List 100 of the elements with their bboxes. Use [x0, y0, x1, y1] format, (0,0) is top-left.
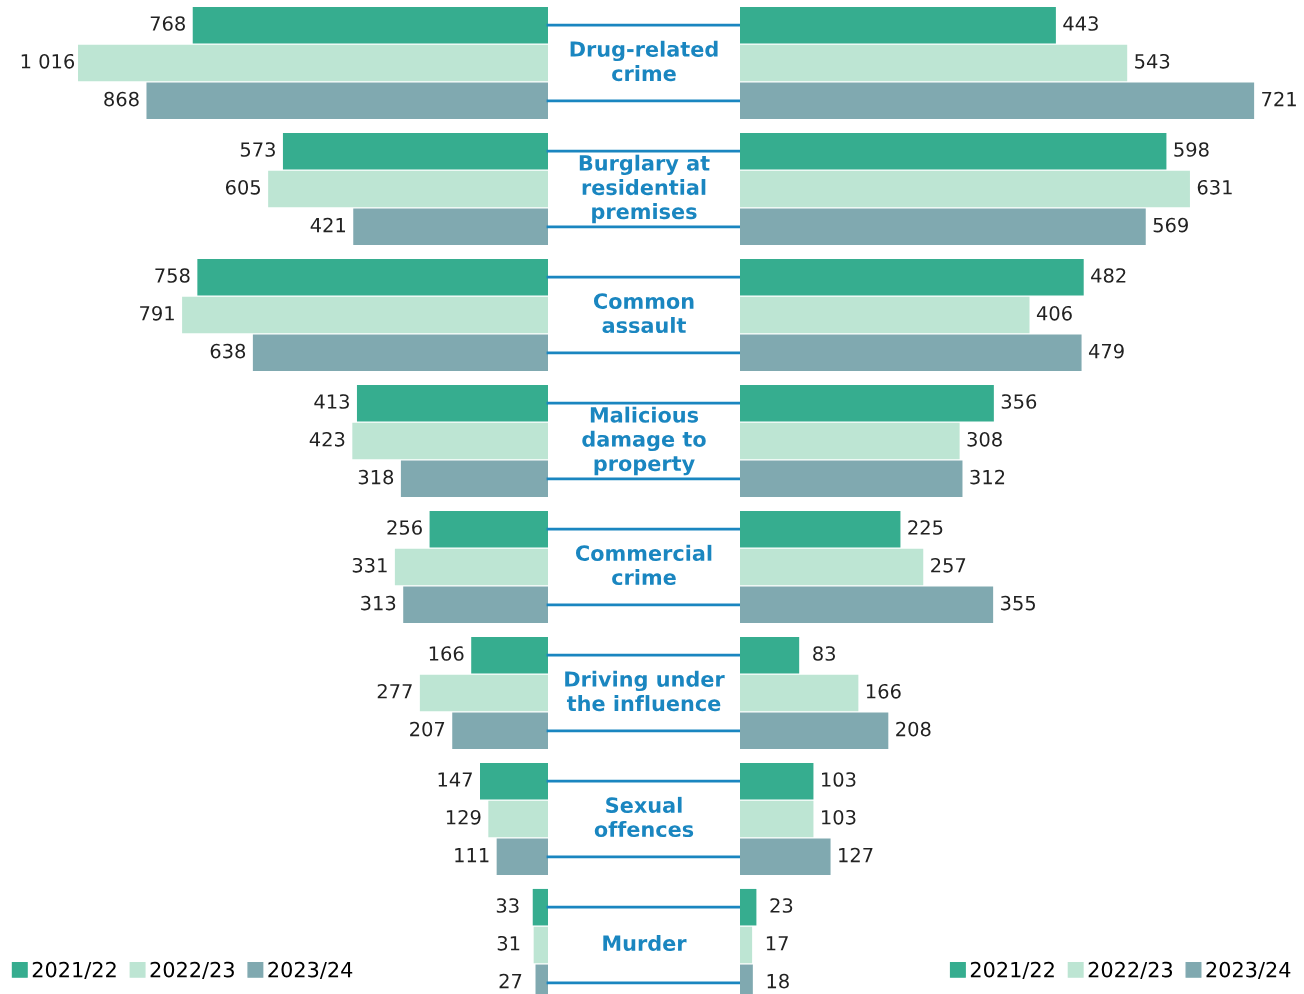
legend-label: 2022/23 [1088, 961, 1173, 980]
legend-label: 2023/24 [1206, 961, 1291, 980]
data-label: 423 [309, 431, 345, 447]
bar [488, 800, 548, 838]
bar [192, 6, 548, 44]
data-label: 413 [314, 394, 349, 409]
category-label: Malicious damage to property [582, 406, 706, 476]
bar [740, 296, 1030, 334]
bar [740, 258, 1084, 296]
category-label: Murder [603, 934, 687, 952]
data-label: 543 [1135, 53, 1170, 69]
legend-label: 2023/24 [268, 961, 353, 980]
data-label: 166 [866, 683, 901, 699]
data-label: 111 [455, 847, 489, 863]
bar [146, 82, 548, 120]
data-label: 313 [361, 595, 396, 611]
data-label: 208 [896, 721, 931, 737]
bar [394, 548, 548, 586]
data-label: 331 [352, 557, 387, 573]
data-label: 27 [499, 973, 522, 989]
data-label: 312 [970, 469, 1005, 485]
data-label: 605 [225, 179, 260, 195]
data-label: 103 [822, 772, 856, 787]
bar [740, 384, 994, 422]
category-label: Common assault [593, 293, 694, 334]
data-label: 308 [967, 431, 1002, 447]
data-label: 166 [429, 646, 464, 661]
data-label: 256 [387, 520, 422, 535]
bar [740, 6, 1056, 44]
bar [740, 636, 800, 674]
bar [740, 712, 889, 750]
category-label: Burglary at residential premises [579, 154, 710, 224]
category-label: Commercial crime [575, 544, 712, 586]
data-label: 257 [931, 557, 966, 573]
data-label: 129 [446, 809, 481, 825]
bar [353, 208, 548, 246]
bar [740, 838, 831, 876]
data-label: 277 [377, 683, 412, 699]
data-label: 355 [1001, 595, 1035, 611]
bar [429, 510, 548, 548]
bar [740, 800, 814, 838]
data-label: 406 [1036, 305, 1072, 321]
data-label: 421 [310, 217, 346, 233]
bar [452, 712, 548, 750]
data-label: 18 [767, 973, 789, 989]
category-label: Sexual offences [594, 796, 694, 838]
data-label: 631 [1197, 179, 1232, 195]
data-label: 569 [1153, 217, 1188, 233]
data-label: 482 [1091, 268, 1126, 283]
data-label: 127 [839, 847, 873, 863]
bar [740, 674, 859, 712]
legend-label: 2021/22 [970, 961, 1054, 980]
bar [197, 258, 548, 296]
bar [740, 460, 963, 498]
category-label: Drug-related crime [570, 40, 718, 82]
data-label: 868 [104, 91, 139, 107]
data-label: 318 [358, 469, 394, 485]
legend-label: 2022/23 [150, 961, 234, 980]
bar [740, 586, 994, 624]
bar [400, 460, 548, 498]
data-label: 791 [140, 305, 174, 321]
data-label: 147 [438, 772, 472, 787]
bar [419, 674, 548, 712]
bar [532, 888, 548, 926]
bar [740, 888, 757, 926]
data-label: 443 [1063, 16, 1098, 31]
data-label: 225 [908, 520, 943, 535]
bar [740, 334, 1082, 372]
data-label: 721 [1262, 91, 1296, 107]
data-label: 31 [497, 935, 520, 951]
bar [182, 296, 548, 334]
data-label: 598 [1174, 142, 1209, 157]
data-label: 33 [496, 898, 519, 913]
data-label: 768 [150, 16, 185, 31]
data-label: 356 [1001, 394, 1037, 409]
bar [496, 838, 548, 876]
data-label: 207 [410, 721, 445, 737]
data-label: 758 [155, 268, 190, 283]
bar [356, 384, 548, 422]
bar [740, 82, 1255, 120]
bar [403, 586, 548, 624]
data-label: 638 [210, 343, 246, 359]
data-label: 23 [770, 898, 793, 913]
bar [740, 132, 1167, 170]
data-label: 83 [813, 646, 835, 661]
category-label: Driving under the influence [565, 670, 725, 712]
bar [740, 762, 814, 800]
data-label: 573 [240, 142, 275, 157]
bar [78, 44, 548, 82]
bar [268, 170, 548, 208]
bar [282, 132, 548, 170]
data-label: 479 [1088, 343, 1124, 359]
bar [740, 208, 1146, 246]
data-label: 1 016 [21, 53, 75, 69]
legend-label: 2021/22 [32, 961, 116, 980]
data-label: 103 [822, 809, 856, 825]
bar [480, 762, 548, 800]
data-label: 17 [766, 936, 788, 951]
bar [740, 510, 901, 548]
bar [740, 170, 1190, 208]
